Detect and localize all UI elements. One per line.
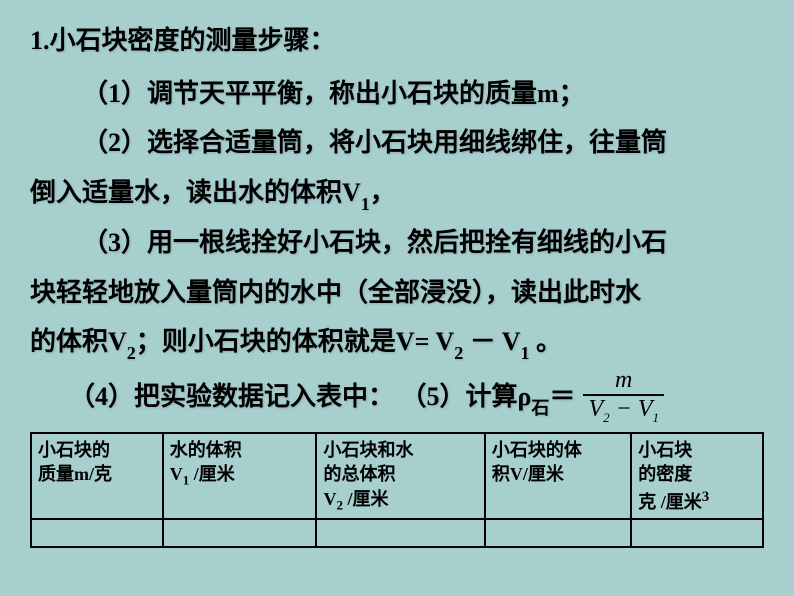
denominator: V2 − V1 [583, 394, 664, 426]
cell-total-volume [316, 519, 484, 547]
h3-l3-post: /厘米 [343, 489, 389, 509]
step-2-post: ， [370, 178, 396, 207]
table-data-row [31, 519, 763, 547]
cell-mass [31, 519, 163, 547]
step-2-line2: 倒入适量水，读出水的体积V1， [30, 168, 764, 218]
h3-l3-pre: V [323, 489, 336, 509]
title: 1.小石块密度的测量步骤： [30, 20, 764, 57]
step-3-end: 。 [530, 327, 563, 356]
step-4-sub: 石 [531, 398, 549, 418]
h4-l2: 积V/厘米 [492, 464, 564, 484]
h1-l2: 质量m/克 [38, 464, 112, 484]
step-2-sub: 1 [361, 194, 370, 214]
denom-v2: V [588, 396, 603, 422]
step-2-line1: （2）选择合适量筒，将小石块用细线绑住，往量筒 [30, 118, 764, 167]
step-3-pre: 的体积V [30, 327, 127, 356]
h3-l2: 的总体积 [323, 464, 395, 484]
step-4-row: （4）把实验数据记入表中： （5）计算ρ石＝ m V2 − V1 [30, 367, 764, 426]
h3-l1: 小石块和水 [323, 440, 413, 460]
numerator: m [605, 367, 642, 394]
table-header-row: 小石块的 质量m/克 水的体积 V1 /厘米 小石块和水 的总体积 V2 /厘米… [31, 433, 763, 519]
h5-l2: 的密度 [638, 464, 692, 484]
header-water-volume: 水的体积 V1 /厘米 [163, 433, 317, 519]
cell-density [631, 519, 763, 547]
step-2-pre: 倒入适量水，读出水的体积V [30, 178, 361, 207]
header-density: 小石块 的密度 克 /厘米3 [631, 433, 763, 519]
step-4-text: （4）把实验数据记入表中： （5）计算ρ石＝ [30, 372, 575, 422]
h1-l1: 小石块的 [38, 440, 110, 460]
step-1: （1）调节天平平衡，称出小石块的质量m； [30, 69, 764, 118]
step-4-eq: ＝ [549, 382, 575, 411]
step-3-line3: 的体积V2；则小石块的体积就是V= V2 － V1 。 [30, 317, 764, 367]
data-table: 小石块的 质量m/克 水的体积 V1 /厘米 小石块和水 的总体积 V2 /厘米… [30, 432, 764, 548]
h5-l1: 小石块 [638, 440, 692, 460]
h2-l2-pre: V [170, 464, 183, 484]
h4-l1: 小石块的体 [492, 440, 582, 460]
cell-stone-volume [485, 519, 631, 547]
cell-water-volume [163, 519, 317, 547]
h5-l3-pre: 克 /厘米 [638, 492, 702, 512]
header-stone-volume: 小石块的体 积V/厘米 [485, 433, 631, 519]
h2-l1: 水的体积 [170, 440, 242, 460]
denom-v1: V [638, 396, 653, 422]
step-3-sub1: 2 [127, 343, 136, 363]
header-mass: 小石块的 质量m/克 [31, 433, 163, 519]
denom-sub1: 1 [652, 410, 659, 425]
denom-minus: − [610, 396, 638, 422]
step-3-line1: （3）用一根线拴好小石块，然后把拴有细线的小石 [30, 218, 764, 267]
step-3-line2: 块轻轻地放入量筒内的水中（全部浸没），读出此时水 [30, 268, 764, 317]
h2-l2-post: /厘米 [189, 464, 235, 484]
step-3-mid: ；则小石块的体积就是 [136, 327, 396, 356]
step-3-fsub1: 2 [454, 343, 463, 363]
step-3-fsub2: 1 [521, 343, 530, 363]
step-3-formula: V= V [396, 327, 454, 356]
header-total-volume: 小石块和水 的总体积 V2 /厘米 [316, 433, 484, 519]
density-fraction: m V2 − V1 [583, 367, 664, 426]
step-4-label: （4）把实验数据记入表中： （5）计算ρ [30, 382, 531, 411]
step-3-minus: － V [463, 327, 520, 356]
h5-l3-sup: 3 [702, 489, 710, 505]
